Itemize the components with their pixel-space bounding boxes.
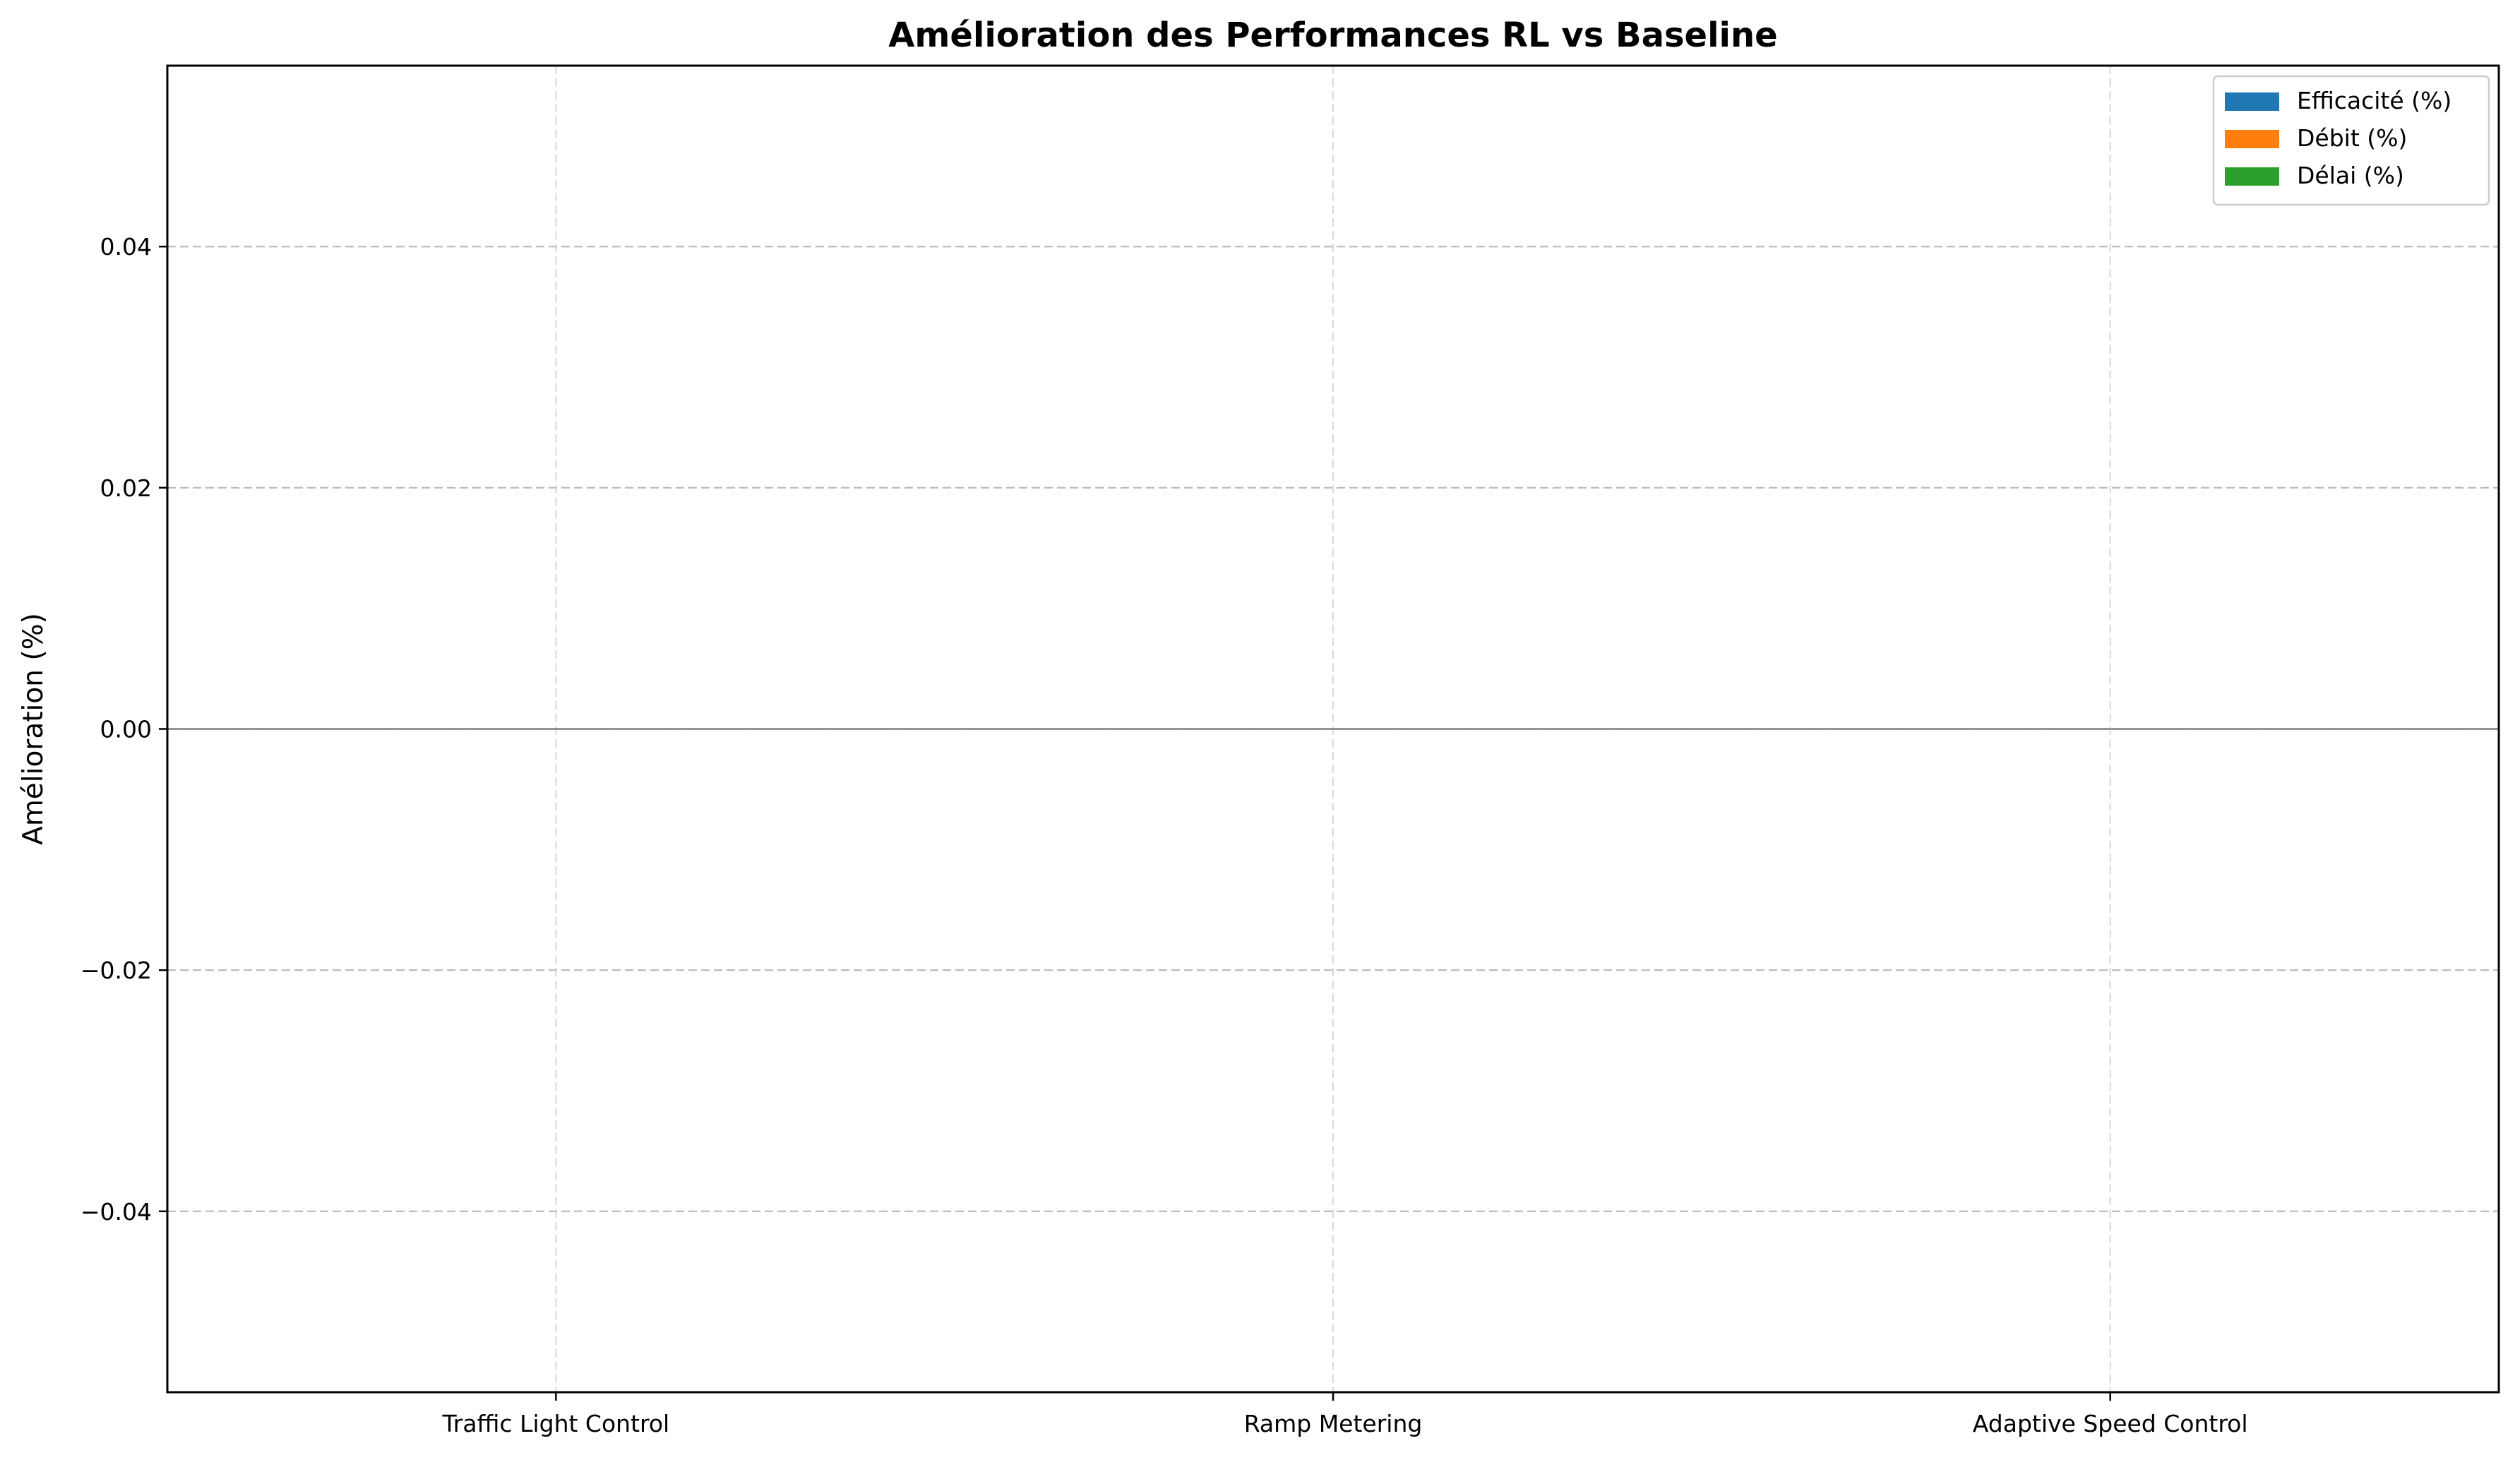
y-axis-ticks: −0.04 −0.02 0.00 0.02 0.04 bbox=[80, 233, 167, 1226]
x-tick-label: Traffic Light Control bbox=[441, 1410, 669, 1437]
legend-label: Délai (%) bbox=[2297, 162, 2404, 189]
y-tick-label: 0.04 bbox=[100, 233, 152, 261]
x-axis-ticks: Traffic Light Control Ramp Metering Adapti… bbox=[441, 1392, 2248, 1437]
y-axis-label: Amélioration (%) bbox=[18, 613, 49, 845]
x-tick-label: Ramp Metering bbox=[1244, 1410, 1423, 1437]
legend-label: Efficacité (%) bbox=[2297, 87, 2452, 114]
legend-swatch bbox=[2225, 167, 2279, 186]
legend-box bbox=[2212, 75, 2490, 206]
legend-label: Débit (%) bbox=[2297, 124, 2407, 152]
y-tick-label: 0.02 bbox=[100, 474, 152, 502]
x-tick-label: Adaptive Speed Control bbox=[1973, 1410, 2248, 1437]
y-tick-label: 0.00 bbox=[100, 716, 152, 743]
chart-title: Amélioration des Performances RL vs Base… bbox=[888, 16, 1777, 55]
legend: Efficacité (%) Débit (%) Délai (%) bbox=[2212, 75, 2490, 206]
legend-swatch bbox=[2225, 92, 2279, 111]
y-tick-label: −0.04 bbox=[80, 1198, 152, 1226]
y-tick-label: −0.02 bbox=[80, 957, 152, 984]
legend-swatch bbox=[2225, 130, 2279, 148]
legend-items: Efficacité (%) Débit (%) Délai (%) bbox=[2225, 87, 2452, 189]
